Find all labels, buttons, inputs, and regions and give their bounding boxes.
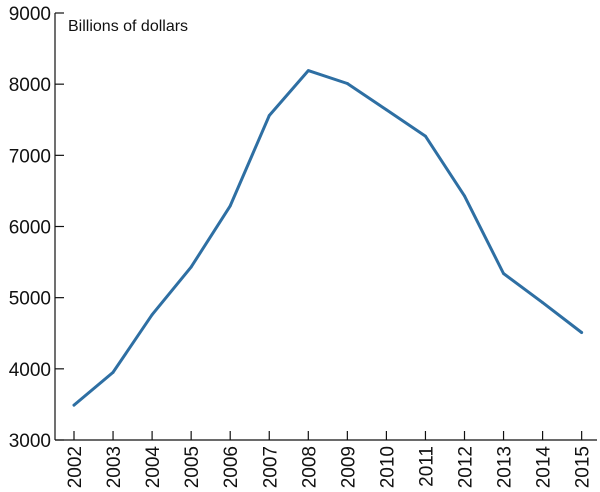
x-tick-label: 2003 [104, 446, 125, 488]
data-point [72, 403, 76, 407]
data-point [189, 265, 193, 269]
x-tick-label: 2010 [377, 446, 398, 488]
x-tick-label: 2015 [573, 446, 594, 488]
data-point [111, 370, 115, 374]
data-point [541, 301, 544, 305]
data-point [228, 204, 232, 208]
y-tick-label: 5000 [9, 289, 51, 310]
y-tick-label: 6000 [9, 218, 51, 239]
data-point [150, 313, 154, 317]
data-point [463, 194, 466, 198]
y-tick-label: 3000 [9, 431, 51, 452]
x-tick-label: 2004 [143, 446, 164, 489]
x-tick-label: 2007 [260, 446, 281, 488]
data-point [502, 272, 505, 275]
x-tick-label: 2002 [65, 446, 86, 488]
y-tick-label: 8000 [9, 75, 51, 96]
data-point [306, 69, 310, 73]
data-point [385, 108, 388, 112]
x-tick-label: 2008 [299, 446, 320, 488]
y-tick-label: 4000 [9, 360, 51, 381]
x-tick-label: 2012 [456, 446, 477, 488]
x-tick-label: 2006 [221, 446, 242, 488]
x-tick-label: 2009 [338, 446, 359, 488]
series-line [72, 69, 584, 407]
y-axis-unit-label: Billions of dollars [68, 18, 188, 35]
x-tick-label: 2011 [416, 446, 437, 487]
data-point [580, 331, 584, 334]
x-tick-label: 2013 [495, 446, 516, 488]
data-point [424, 134, 427, 138]
x-tick-label: 2005 [182, 446, 203, 488]
y-tick-label: 9000 [9, 4, 51, 25]
x-axis: 2002 2003 2004 2005 2006 2007 2008 2009 2010 2011… [55, 431, 597, 488]
data-point [267, 114, 271, 117]
x-tick-label: 2014 [534, 446, 555, 489]
data-point [345, 82, 349, 85]
y-axis: 3000 4000 5000 6000 7000 8000 9000 [9, 4, 64, 452]
y-tick-label: 7000 [9, 146, 51, 167]
series-group [72, 69, 584, 407]
